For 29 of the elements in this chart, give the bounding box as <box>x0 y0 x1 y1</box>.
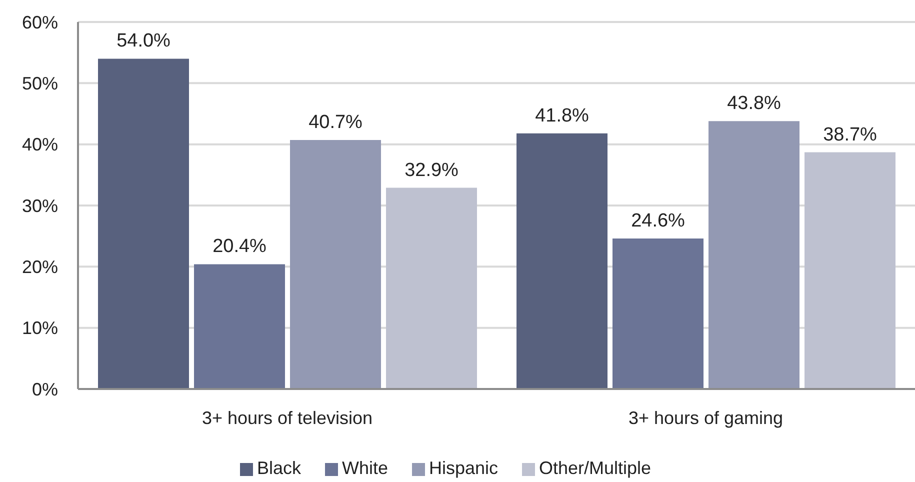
bar <box>98 58 189 389</box>
bar <box>386 188 477 389</box>
x-tick-label: 3+ hours of gaming <box>628 408 784 428</box>
bar <box>290 140 381 389</box>
bar <box>516 133 608 389</box>
y-tick-label: 20% <box>22 257 58 278</box>
legend-label: Black <box>256 458 301 478</box>
bar <box>708 121 800 389</box>
data-label: 20.4% <box>212 236 267 258</box>
data-label: 43.8% <box>727 93 782 114</box>
data-label: 24.6% <box>631 210 686 232</box>
data-label: 32.9% <box>404 160 459 181</box>
y-tick-label: 50% <box>22 74 58 94</box>
y-tick-label: 10% <box>22 318 58 338</box>
y-tick-label: 30% <box>22 196 58 216</box>
data-label: 38.7% <box>823 124 878 146</box>
legend-label: Other/Multiple <box>539 458 652 478</box>
x-tick-label: 3+ hours of television <box>202 408 373 428</box>
y-tick-label: 40% <box>22 134 58 155</box>
data-label: 41.8% <box>535 105 590 126</box>
bar <box>194 264 285 389</box>
legend-label: Hispanic <box>428 458 498 478</box>
data-label: 40.7% <box>308 112 363 134</box>
y-tick-label: 0% <box>32 379 58 400</box>
bar <box>804 152 896 389</box>
y-tick-label: 60% <box>22 12 58 32</box>
data-label: 54.0% <box>116 30 171 52</box>
bar <box>612 238 704 389</box>
legend-label: White <box>342 458 388 478</box>
